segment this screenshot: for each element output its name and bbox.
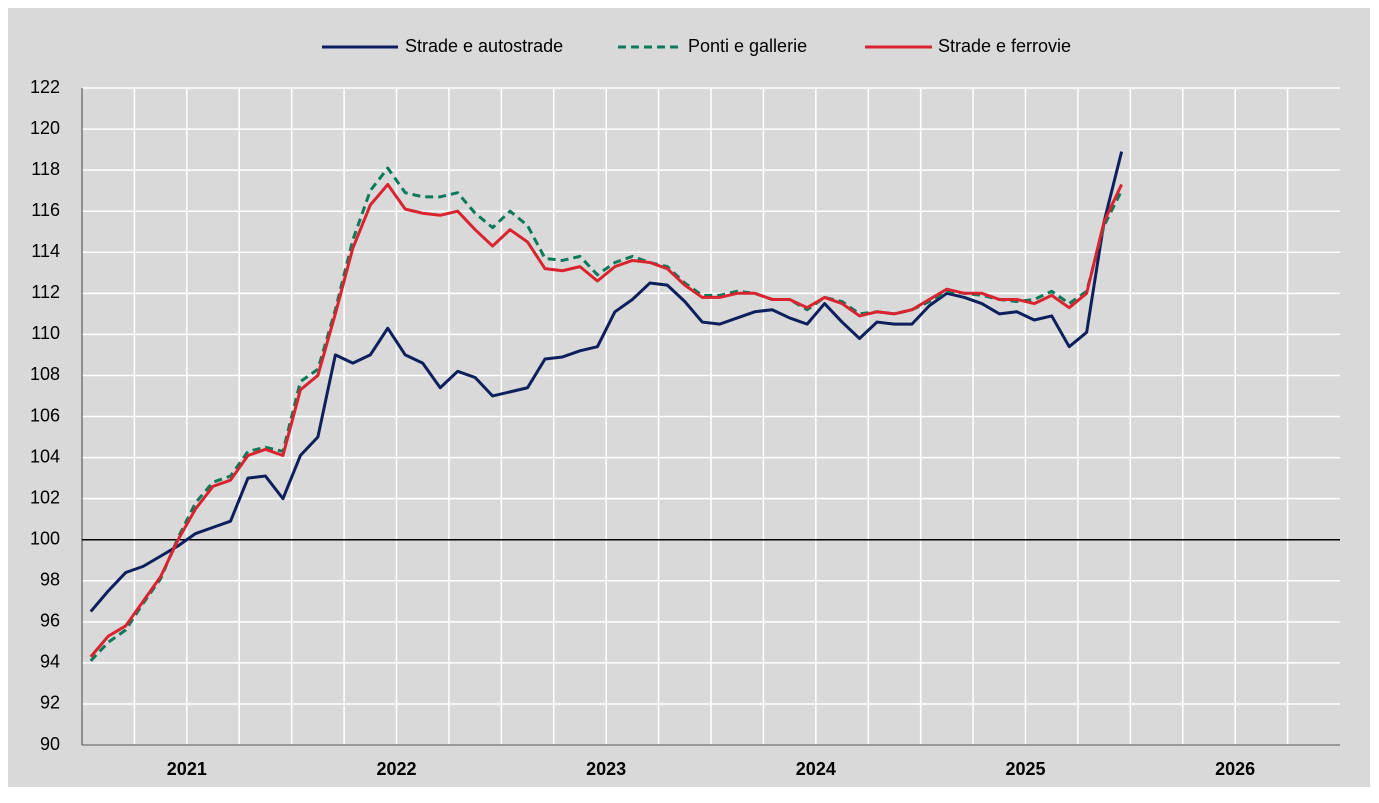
y-tick-label: 94 — [40, 652, 60, 672]
y-tick-label: 122 — [30, 77, 60, 97]
y-tick-label: 98 — [40, 570, 60, 590]
x-tick-label: 2022 — [376, 759, 416, 779]
legend-label: Strade e autostrade — [405, 36, 563, 56]
y-tick-label: 96 — [40, 611, 60, 631]
x-tick-label: 2023 — [586, 759, 626, 779]
y-tick-label: 110 — [31, 323, 60, 343]
y-tick-label: 90 — [40, 734, 60, 754]
x-tick-label: 2021 — [167, 759, 207, 779]
line-series — [89, 166, 1123, 662]
y-tick-label: 104 — [30, 446, 60, 466]
legend-label: Strade e ferrovie — [938, 36, 1071, 56]
y-tick-label: 102 — [30, 487, 60, 507]
chart-background — [8, 8, 1370, 787]
y-tick-label: 106 — [30, 405, 60, 425]
x-tick-label: 2025 — [1005, 759, 1045, 779]
y-tick-label: 108 — [30, 364, 60, 384]
y-tick-label: 120 — [30, 118, 60, 138]
y-tick-label: 118 — [31, 159, 60, 179]
y-tick-label: 116 — [31, 200, 60, 220]
legend-label: Ponti e gallerie — [688, 36, 807, 56]
x-tick-label: 2026 — [1215, 759, 1255, 779]
line-series — [89, 183, 1123, 658]
y-tick-label: 100 — [30, 528, 60, 548]
x-tick-label: 2024 — [796, 759, 836, 779]
line-series — [89, 151, 1124, 613]
y-tick-label: 92 — [40, 693, 60, 713]
y-tick-label: 112 — [31, 282, 60, 302]
y-tick-label: 114 — [31, 241, 60, 261]
